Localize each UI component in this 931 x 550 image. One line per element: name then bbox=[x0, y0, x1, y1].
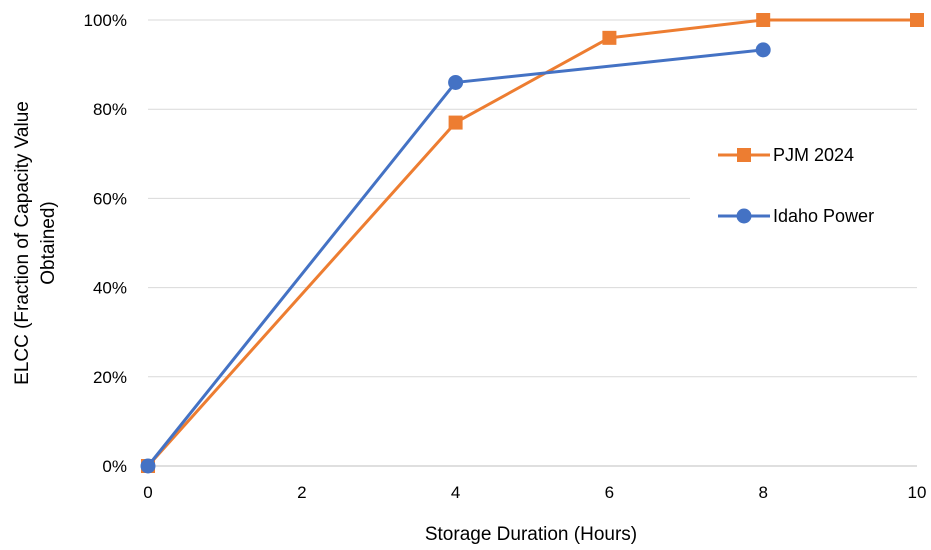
y-tick-label: 60% bbox=[93, 189, 127, 208]
y-tick-label: 80% bbox=[93, 100, 127, 119]
data-point-idaho-power bbox=[448, 74, 464, 90]
y-tick-label: 100% bbox=[84, 11, 127, 30]
x-tick-label: 2 bbox=[297, 483, 306, 502]
gridlines bbox=[148, 19, 917, 467]
x-tick-label: 10 bbox=[908, 483, 927, 502]
y-axis-ticks: 0% 20% 40% 60% 80% 100% bbox=[84, 11, 127, 476]
legend-marker-pjm-2024 bbox=[737, 148, 751, 162]
legend-label-idaho-power: Idaho Power bbox=[773, 206, 874, 226]
x-axis-title: Storage Duration (Hours) bbox=[425, 524, 637, 545]
x-tick-label: 6 bbox=[605, 483, 614, 502]
y-axis-title-line-1: ELCC (Fraction of Capacity Value bbox=[12, 101, 33, 385]
x-tick-label: 8 bbox=[758, 483, 767, 502]
y-tick-label: 40% bbox=[93, 279, 127, 298]
data-point-pjm-2024 bbox=[910, 13, 924, 27]
series-idaho-power bbox=[140, 42, 771, 474]
x-axis-ticks: 0 2 4 6 8 10 bbox=[143, 483, 926, 502]
legend-label-pjm-2024: PJM 2024 bbox=[773, 145, 854, 165]
data-point-idaho-power bbox=[140, 458, 156, 474]
legend-item-idaho-power: Idaho Power bbox=[718, 206, 874, 226]
y-tick-label: 20% bbox=[93, 368, 127, 387]
legend: PJM 2024 Idaho Power bbox=[690, 135, 918, 255]
series-layer bbox=[140, 13, 924, 474]
legend-item-pjm-2024: PJM 2024 bbox=[718, 145, 854, 165]
series-pjm-2024 bbox=[141, 13, 924, 473]
data-point-pjm-2024 bbox=[448, 115, 463, 130]
legend-marker-idaho-power bbox=[736, 208, 752, 224]
x-tick-label: 0 bbox=[143, 483, 152, 502]
data-point-pjm-2024 bbox=[756, 13, 771, 27]
data-point-pjm-2024 bbox=[602, 30, 617, 45]
data-point-idaho-power bbox=[755, 42, 771, 58]
series-line-idaho-power bbox=[146, 48, 764, 467]
x-tick-label: 4 bbox=[451, 483, 460, 502]
y-tick-label: 0% bbox=[102, 457, 127, 476]
y-axis-title-line-2: Obtained) bbox=[38, 201, 59, 284]
